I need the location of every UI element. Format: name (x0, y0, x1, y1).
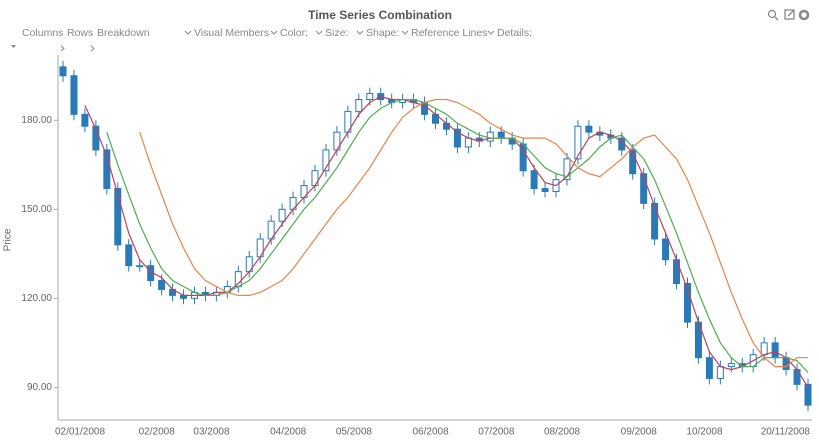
candle-body (716, 366, 724, 379)
toolbar-item[interactable]: Reference Lines (411, 27, 487, 39)
x-tick-label: 10/2008 (686, 427, 723, 438)
chevron (270, 30, 278, 35)
candle-body (705, 357, 713, 379)
candle-body (497, 131, 505, 139)
candle-body (114, 188, 122, 246)
x-tick-label: 06/2008 (413, 427, 450, 438)
x-tick-label: 03/2008 (193, 427, 230, 438)
candle-body (464, 137, 472, 148)
candle-body (629, 149, 637, 175)
candle-body (59, 66, 67, 77)
candle-body (673, 259, 681, 284)
candle-body (530, 170, 538, 190)
chevron (184, 30, 192, 35)
expand-arrow[interactable] (90, 45, 95, 52)
x-tick-label: 02/01/2008 (55, 427, 105, 438)
toolbar-item[interactable]: Columns (22, 27, 63, 39)
settings-icon[interactable] (798, 9, 810, 21)
candle-body (662, 238, 670, 261)
toolbar-item[interactable]: Details: (497, 27, 532, 39)
candle-body (322, 149, 330, 172)
y-axis-label: Price (3, 228, 14, 251)
candle-body (278, 208, 286, 222)
y-tick-label: 180.00 (21, 115, 52, 126)
expand-arrow (787, 9, 795, 17)
toolbar-item[interactable]: Visual Members (194, 27, 269, 39)
x-tick-label: 08/2008 (544, 427, 581, 438)
candle-body (541, 188, 549, 193)
candle-body (81, 113, 89, 127)
dropdown-arrow[interactable] (11, 45, 16, 48)
candle-body (70, 75, 78, 115)
candle-body (640, 173, 648, 204)
expand-arrow[interactable] (60, 45, 65, 52)
candle-body (442, 122, 450, 130)
chevron (315, 30, 323, 35)
candle-body (793, 369, 801, 385)
x-tick-label: 05/2008 (336, 427, 373, 438)
moving-average-line (106, 98, 809, 373)
candle-body (727, 363, 735, 368)
toolbar-item[interactable]: Color: (280, 27, 308, 39)
toolbar-icons (767, 9, 810, 21)
zoom-handle (774, 16, 779, 21)
y-tick-label: 120.00 (21, 293, 52, 304)
candle-body (804, 383, 812, 406)
candle-body (771, 342, 779, 359)
candle-body (136, 265, 144, 268)
x-tick-label: 02/2008 (139, 427, 176, 438)
toolbar-arrows (11, 45, 95, 52)
x-tick-label: 20/11/2008 (761, 427, 811, 438)
candle-body (103, 149, 111, 190)
candle-body (486, 131, 494, 142)
moving-average-line (139, 98, 808, 368)
toolbar-item[interactable]: Rows (67, 27, 93, 39)
x-tick-label: 04/2008 (270, 427, 307, 438)
candle-body (125, 244, 133, 267)
candle-body (574, 125, 582, 160)
candle-body (92, 125, 100, 151)
y-tick-label: 150.00 (21, 204, 52, 215)
chart-title: Time Series Combination (308, 8, 452, 22)
candle-body (158, 280, 166, 290)
candle-body (760, 342, 768, 356)
candle-body (683, 282, 691, 323)
zoom-icon[interactable] (767, 9, 777, 19)
candle-body (651, 202, 659, 240)
chevron (356, 30, 364, 35)
toolbar-item[interactable]: Size: (325, 27, 348, 39)
x-tick-label: 07/2008 (478, 427, 515, 438)
candle-body (366, 93, 374, 101)
candle-body (355, 99, 363, 112)
candle-body (563, 158, 571, 181)
x-tick-label: 09/2008 (621, 427, 658, 438)
candle-body (453, 128, 461, 148)
y-tick-label: 90.00 (27, 382, 52, 393)
toolbar-item[interactable]: Breakdown (97, 27, 150, 39)
expand-icon[interactable] (784, 9, 795, 20)
chevron (401, 30, 409, 35)
chevron (487, 30, 495, 35)
candle-body (585, 125, 593, 133)
toolbar-item[interactable]: Shape: (366, 27, 399, 39)
